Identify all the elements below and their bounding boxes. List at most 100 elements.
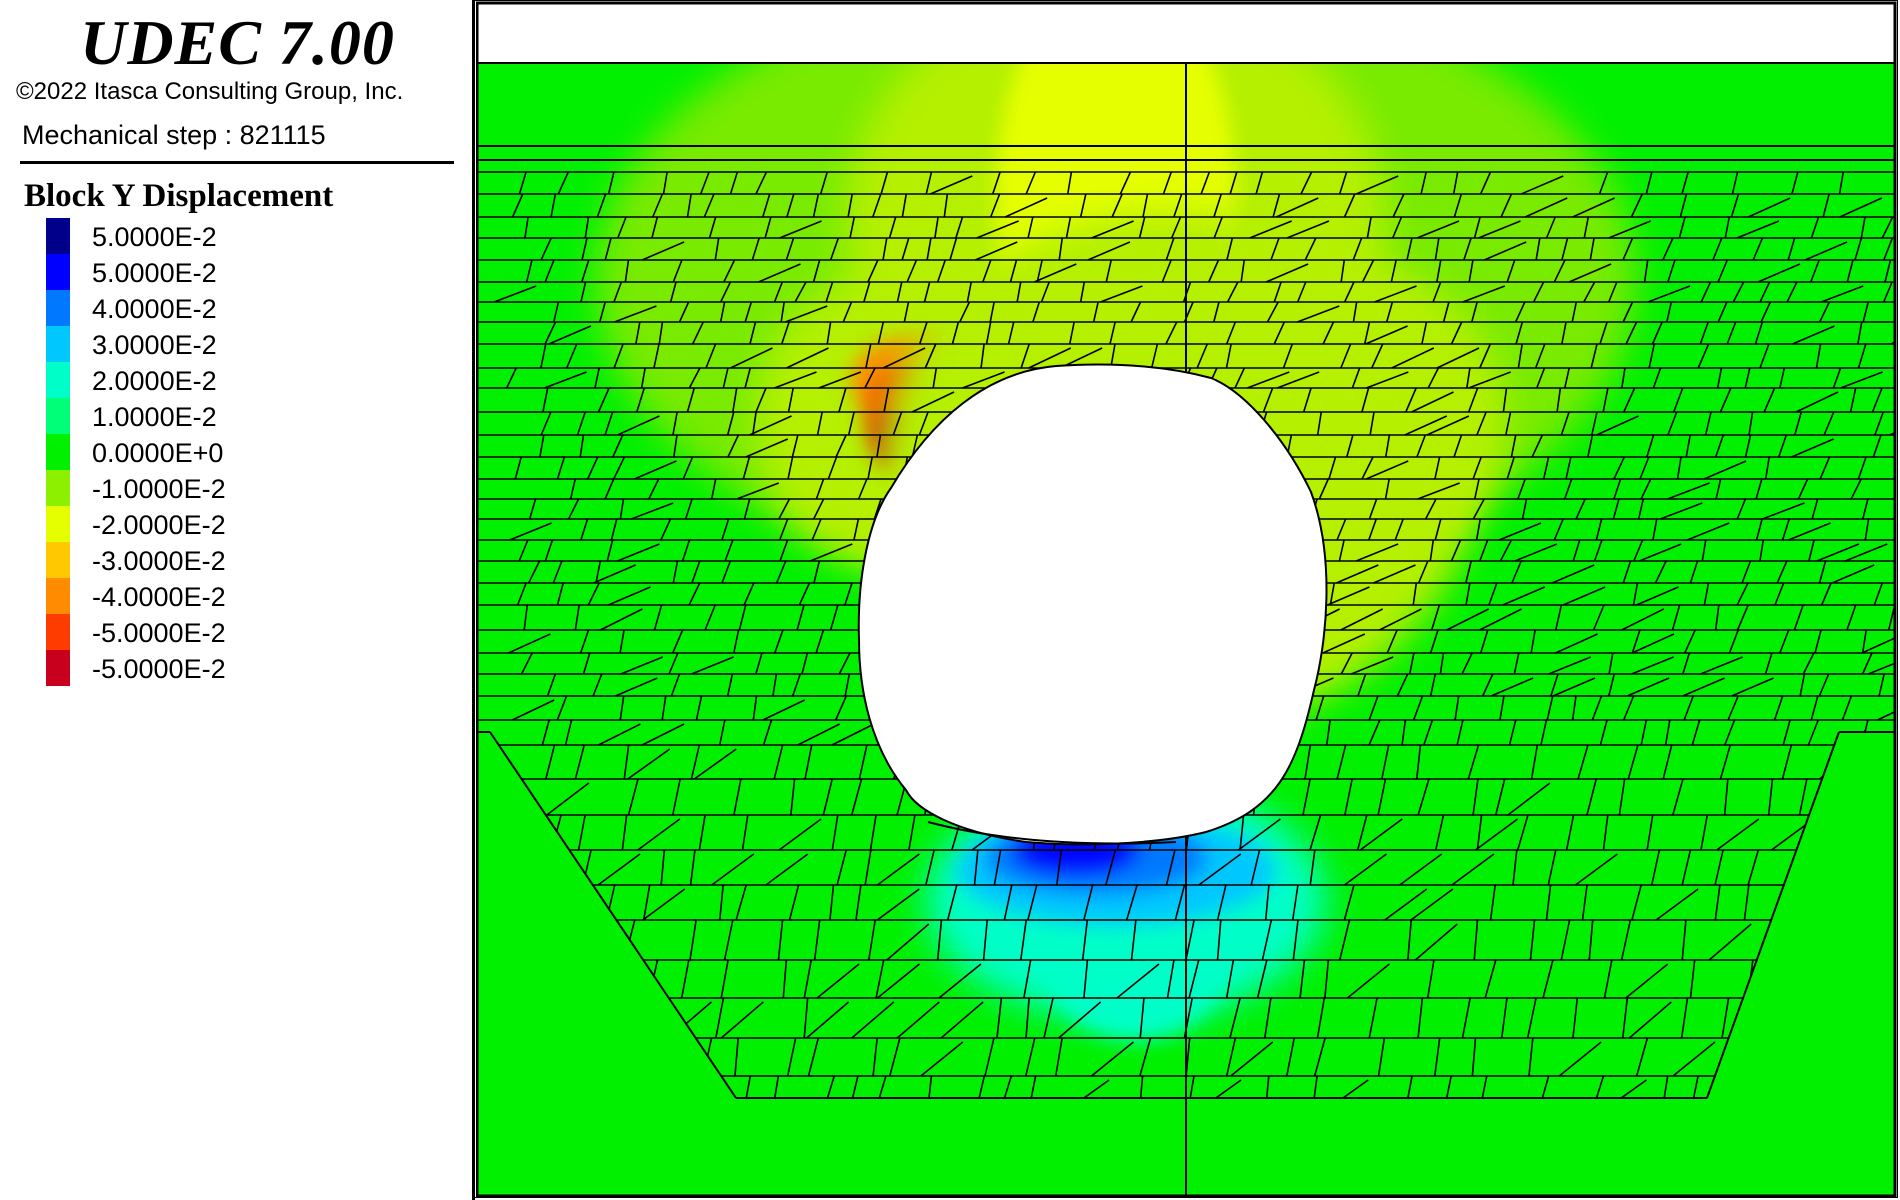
cross-joint: [864, 849, 872, 886]
cross-joint: [691, 321, 704, 345]
oblique-joint: [1795, 391, 1839, 413]
cross-joint: [1748, 411, 1754, 436]
cross-joint: [815, 478, 825, 500]
cross-joint: [1508, 719, 1517, 746]
cross-joint: [1083, 884, 1094, 921]
legend-swatch: [46, 218, 70, 254]
cross-joint: [540, 411, 552, 436]
cross-joint: [1810, 259, 1820, 283]
cross-joint: [838, 387, 847, 413]
cross-joint: [1239, 814, 1245, 851]
cross-joint: [1857, 321, 1863, 345]
cross-joint: [1637, 498, 1645, 520]
cross-joint: [1028, 1075, 1037, 1098]
cross-joint: [1700, 814, 1709, 851]
cross-joint: [815, 629, 825, 654]
cross-joint: [1818, 673, 1830, 697]
cross-joint: [872, 193, 882, 218]
cross-joint: [1292, 919, 1299, 961]
cross-joint: [1622, 695, 1635, 721]
cross-joint: [624, 259, 630, 283]
legend-swatch: [46, 542, 70, 578]
cross-joint: [1216, 919, 1222, 961]
cross-joint: [721, 518, 730, 541]
cross-joint: [1255, 171, 1264, 195]
cross-joint: [1208, 259, 1220, 283]
app-title: UDEC 7.00: [80, 7, 395, 78]
cross-joint: [827, 456, 838, 480]
cross-joint: [946, 884, 958, 921]
cross-joint: [1443, 1075, 1452, 1098]
cross-joint: [1760, 301, 1772, 323]
cross-joint: [1505, 411, 1512, 436]
cross-joint: [813, 919, 821, 961]
cross-joint: [1092, 301, 1099, 323]
oblique-joint: [762, 699, 806, 721]
cross-joint: [1264, 1075, 1270, 1098]
cross-joint: [791, 434, 799, 458]
cross-joint: [868, 919, 876, 961]
oblique-joint: [546, 782, 590, 816]
oblique-joint: [1090, 1041, 1134, 1077]
model-plot[interactable]: [476, 0, 1900, 1200]
cross-joint: [518, 171, 527, 195]
oblique-joint: [1004, 197, 1048, 218]
cross-joint: [1256, 959, 1268, 999]
cross-joint: [989, 193, 1001, 218]
cross-joint: [1793, 604, 1804, 631]
cross-joint: [1553, 518, 1564, 541]
cross-joint: [1043, 997, 1054, 1039]
cross-joint: [636, 387, 646, 413]
cross-joint: [580, 518, 589, 541]
cross-joint: [1417, 778, 1430, 816]
oblique-joint: [637, 818, 681, 851]
oblique-joint: [1636, 586, 1679, 606]
oblique-joint: [1410, 888, 1454, 921]
cross-joint: [584, 216, 590, 239]
cross-joint: [1608, 673, 1615, 697]
oblique-joint: [962, 371, 1005, 389]
cross-joint: [1467, 387, 1479, 413]
cross-joint: [1081, 919, 1089, 961]
cross-joint: [1315, 695, 1325, 721]
cross-joint: [1404, 1075, 1413, 1098]
cross-joint: [1728, 629, 1739, 654]
cross-joint: [1546, 695, 1554, 721]
legend-label: -2.0000E-2: [92, 510, 226, 540]
cross-joint: [1755, 518, 1763, 541]
cross-joint: [1667, 411, 1678, 436]
cross-joint: [796, 604, 805, 631]
cross-joint: [951, 321, 960, 345]
cross-joint: [652, 193, 664, 218]
cross-joint: [959, 301, 971, 323]
cross-joint: [1577, 744, 1589, 780]
cross-joint: [1759, 343, 1770, 369]
oblique-joint: [1414, 923, 1458, 961]
cross-joint: [1764, 652, 1773, 675]
oblique-joint: [1426, 415, 1470, 436]
cross-joint: [672, 560, 679, 584]
cross-joint: [1266, 301, 1279, 323]
cross-joint: [1453, 193, 1463, 218]
cross-joint: [1640, 478, 1652, 500]
cross-joint: [653, 604, 663, 631]
model-view[interactable]: [476, 0, 1900, 1200]
cross-joint: [1633, 539, 1644, 562]
cross-joint: [804, 744, 813, 780]
cross-joint: [798, 582, 811, 606]
cross-joint: [672, 629, 684, 654]
cross-joint: [926, 1075, 933, 1098]
cross-joint: [788, 884, 800, 921]
cross-joint: [596, 193, 607, 218]
cross-joint: [1054, 1037, 1063, 1077]
cross-joint: [1666, 301, 1673, 323]
cross-joint: [1436, 259, 1442, 283]
cross-joint: [1715, 478, 1722, 500]
oblique-joint: [511, 699, 555, 721]
cross-joint: [786, 1037, 797, 1077]
cross-joint: [1125, 884, 1138, 921]
cross-joint: [1717, 259, 1729, 283]
oblique-joint: [1524, 197, 1568, 218]
cross-joint: [1007, 321, 1015, 345]
cross-joint: [1025, 997, 1030, 1039]
